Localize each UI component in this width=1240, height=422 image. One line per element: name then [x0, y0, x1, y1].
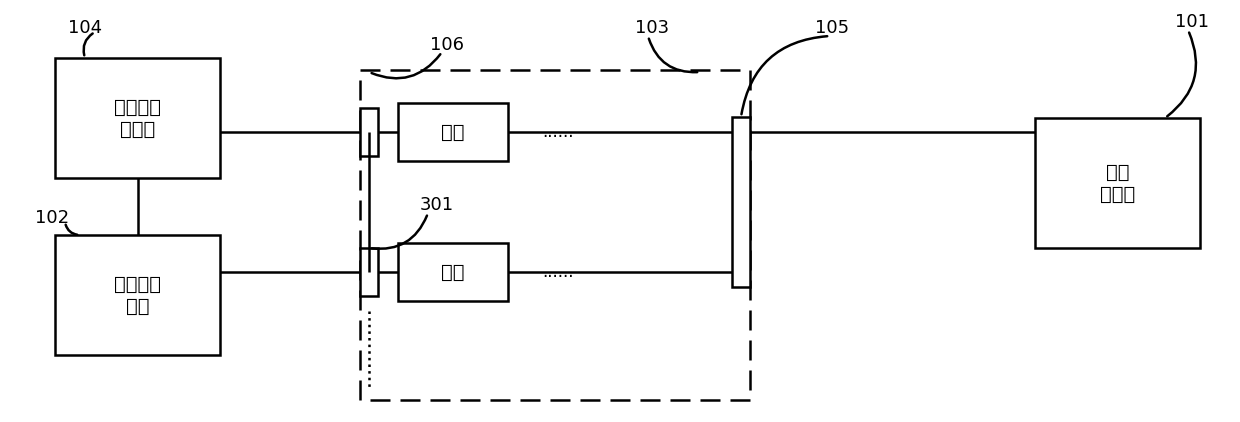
- Text: 102: 102: [35, 209, 69, 227]
- Bar: [398, 243, 508, 301]
- Text: 信号发生
器组: 信号发生 器组: [114, 274, 161, 316]
- Bar: [360, 70, 750, 400]
- Bar: [398, 103, 508, 161]
- Bar: [732, 117, 750, 287]
- Text: 待测车载
充电机: 待测车载 充电机: [114, 97, 161, 138]
- Text: 301: 301: [420, 196, 454, 214]
- Text: 101: 101: [1176, 13, 1209, 31]
- Text: 106: 106: [430, 36, 464, 54]
- Bar: [55, 235, 219, 355]
- Text: 开关: 开关: [441, 122, 465, 141]
- Text: 开关: 开关: [441, 262, 465, 281]
- Text: 低压
直流源: 低压 直流源: [1100, 162, 1135, 203]
- Bar: [1035, 118, 1200, 248]
- Text: 103: 103: [635, 19, 670, 37]
- Text: 105: 105: [815, 19, 849, 37]
- Text: ......: ......: [542, 263, 574, 281]
- Bar: [360, 108, 378, 156]
- Text: ......: ......: [542, 123, 574, 141]
- Bar: [360, 248, 378, 296]
- Text: 104: 104: [68, 19, 102, 37]
- Bar: [55, 58, 219, 178]
